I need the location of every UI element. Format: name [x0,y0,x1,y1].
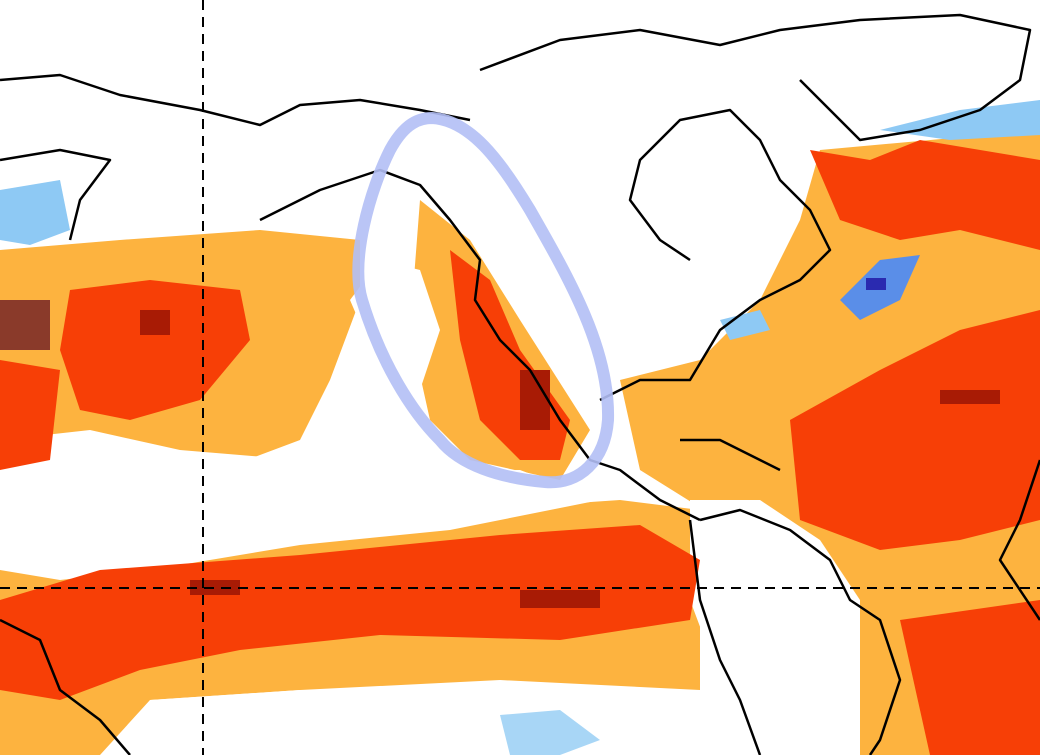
hot-spot [140,310,170,335]
hot-spot [520,590,600,608]
south-pacific-neutral [130,690,600,755]
coastline [688,519,762,755]
neutral [0,260,860,755]
coastline [680,438,781,472]
strong-anomaly [0,140,1040,755]
coastline [479,13,1032,142]
highlight-outline [352,111,615,489]
hot-spot [190,580,240,595]
south-atlantic-hot [900,600,1040,755]
coastline [699,508,902,755]
coastline [259,168,701,522]
south-america-land [690,500,860,755]
north-atlantic-hot [810,140,1040,250]
coastline [599,108,832,402]
cold-patch [720,310,770,340]
coastline [0,618,131,755]
cold-patch [500,710,600,755]
cold-patch [0,180,70,245]
cold-core [866,278,886,290]
neutral-band [0,430,600,580]
hot-spot [940,390,1000,404]
coastlines [0,13,1040,755]
neutral-patch [350,260,440,390]
coastline [0,73,471,127]
coastline [0,148,112,241]
west-pacific-hot [0,360,60,470]
equatorial-hot [0,525,700,700]
hot-spot [0,300,50,350]
atlantic-hot [790,310,1040,550]
coastline [998,459,1040,621]
